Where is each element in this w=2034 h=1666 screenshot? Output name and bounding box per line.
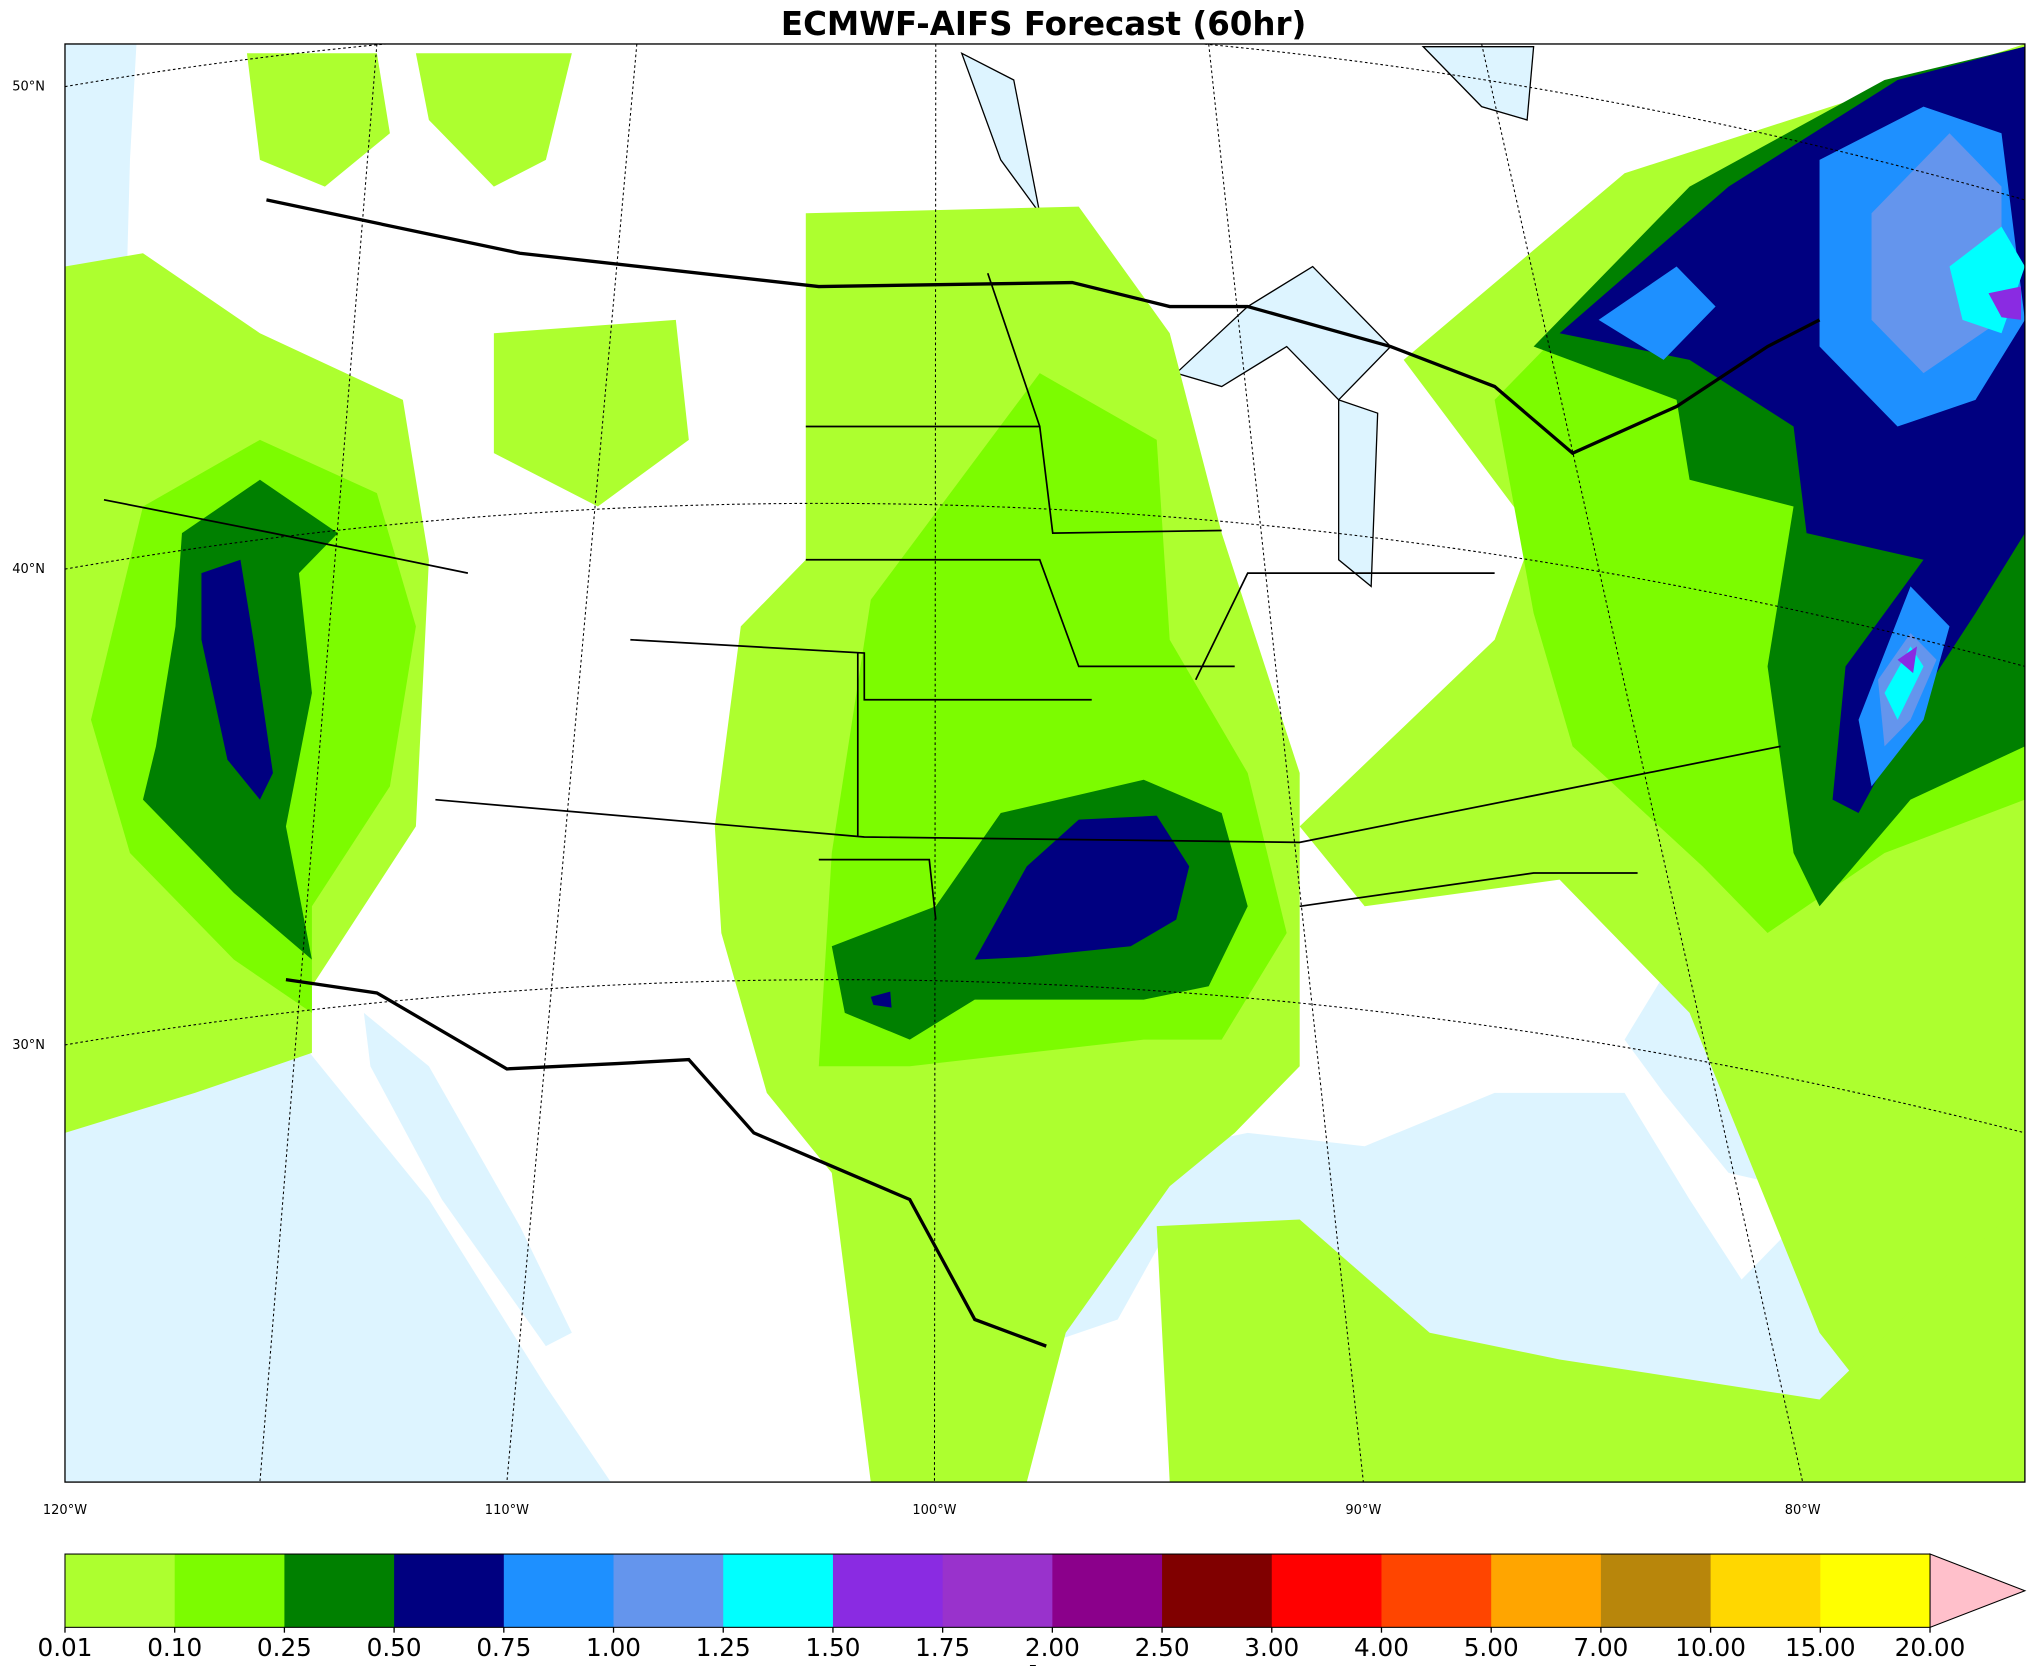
colorbar-swatch bbox=[174, 1554, 286, 1628]
colorbar: 0.01 0.10 0.25 0.50 0.75 1.00 1.25 1.50 1.75 2.00… bbox=[38, 1553, 2027, 1662]
colorbar-swatch bbox=[1600, 1554, 1712, 1628]
colorbar-tick-label: 0.25 bbox=[257, 1632, 312, 1661]
colorbar-extension bbox=[1929, 1553, 2027, 1629]
colorbar-swatch bbox=[1162, 1554, 1273, 1628]
colorbar-tick-label: 0.75 bbox=[476, 1632, 531, 1661]
colorbar-tick-label: 1.25 bbox=[696, 1632, 751, 1661]
colorbar-tick-label: 0.10 bbox=[147, 1632, 202, 1661]
colorbar-tick-label: 20.00 bbox=[1895, 1632, 1966, 1661]
colorbar-tick-label: 2.00 bbox=[1025, 1632, 1080, 1661]
colorbar-swatch bbox=[723, 1554, 834, 1628]
borders bbox=[103, 198, 1821, 1348]
title: ECMWF-AIFS Forecast (60hr) bbox=[781, 4, 1306, 43]
colorbar-frame bbox=[64, 1553, 1931, 1628]
colorbar-swatch bbox=[1710, 1554, 1821, 1628]
colorbar-swatch bbox=[503, 1554, 615, 1628]
colorbar-tick-label: 1.00 bbox=[586, 1632, 641, 1661]
colorbar-tick-label: 3.00 bbox=[1244, 1632, 1299, 1661]
gulf-of-california bbox=[363, 1012, 572, 1347]
lon-label: 100°W bbox=[912, 1503, 956, 1518]
lat-label: 40°N bbox=[12, 562, 45, 577]
colorbar-tick-label: 15.00 bbox=[1785, 1632, 1856, 1661]
map-frame bbox=[64, 43, 2026, 1483]
colorbar-swatch bbox=[1271, 1554, 1383, 1628]
colorbar-swatch bbox=[1491, 1554, 1602, 1628]
lon-label: 80°W bbox=[1785, 1503, 1821, 1518]
colorbar-tick-label: 5.00 bbox=[1464, 1632, 1519, 1661]
map bbox=[64, 43, 2025, 1483]
graticule bbox=[64, 43, 2025, 1483]
colorbar-label: in bbox=[1027, 1660, 1063, 1666]
colorbar-tick-label: 1.50 bbox=[805, 1632, 860, 1661]
colorbar-swatch bbox=[394, 1554, 505, 1628]
colorbar-swatch bbox=[1052, 1554, 1163, 1628]
pacific bbox=[64, 43, 611, 1483]
colorbar-tick-label: 1.75 bbox=[915, 1632, 970, 1661]
colorbar-swatch bbox=[1820, 1554, 1931, 1628]
colorbar-swatch bbox=[942, 1554, 1054, 1628]
colorbar-tick-label: 0.50 bbox=[367, 1632, 422, 1661]
colorbar-swatch bbox=[832, 1554, 944, 1628]
lat-label: 30°N bbox=[12, 1038, 45, 1053]
colorbar-swatch bbox=[284, 1554, 395, 1628]
colorbar-tick-label: 7.00 bbox=[1573, 1632, 1628, 1661]
colorbar-tick-label: 2.50 bbox=[1135, 1632, 1190, 1661]
colorbar-tick-label: 0.01 bbox=[38, 1632, 93, 1661]
gulf-of-mexico bbox=[1026, 1092, 1950, 1413]
lon-label: 110°W bbox=[485, 1503, 529, 1518]
colorbar-swatch bbox=[613, 1554, 724, 1628]
lon-label: 120°W bbox=[43, 1503, 87, 1518]
lon-label: 90°W bbox=[1345, 1503, 1381, 1518]
colorbar-tick-label: 10.00 bbox=[1675, 1632, 1746, 1661]
colorbar-swatch bbox=[1381, 1554, 1492, 1628]
colorbar-tick-label: 4.00 bbox=[1354, 1632, 1409, 1661]
colorbar-swatch bbox=[64, 1554, 176, 1628]
lat-label: 50°N bbox=[12, 80, 45, 95]
